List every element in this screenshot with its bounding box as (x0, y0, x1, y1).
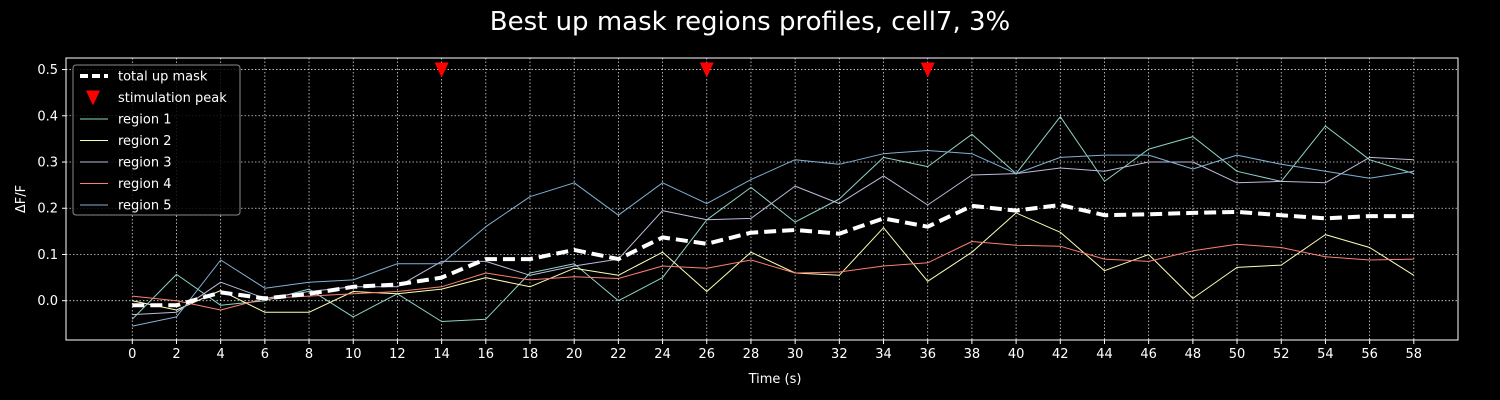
x-tick-label: 42 (1052, 347, 1069, 362)
x-tick-label: 28 (743, 347, 760, 362)
legend-label: region 5 (118, 199, 172, 214)
x-tick-label: 44 (1096, 347, 1113, 362)
y-tick-label: 0.5 (37, 63, 58, 78)
x-axis-label: Time (s) (748, 372, 802, 387)
x-tick-label: 18 (522, 347, 539, 362)
y-tick-label: 0.4 (37, 109, 58, 124)
x-axis: 0 2 4 6 8 10 12 14 16 18 20 22 24 26 28 30 32 34 36 38 40 42 4… (128, 340, 1422, 362)
x-tick-label: 16 (478, 347, 495, 362)
x-tick-label: 22 (610, 347, 627, 362)
x-tick-label: 14 (433, 347, 450, 362)
x-tick-label: 0 (128, 347, 136, 362)
x-tick-label: 6 (261, 347, 269, 362)
x-tick-label: 40 (1008, 347, 1025, 362)
series-line (132, 156, 1414, 316)
x-tick-label: 26 (698, 347, 715, 362)
series-line (131, 116, 1414, 322)
y-tick-label: 0.2 (37, 202, 58, 217)
y-tick-label: 0.1 (37, 248, 58, 263)
stimulation-markers (434, 62, 935, 78)
x-tick-label: 50 (1229, 347, 1246, 362)
x-tick-label: 34 (875, 347, 892, 362)
stimulation-peak-marker (699, 62, 714, 78)
x-tick-label: 52 (1273, 347, 1290, 362)
x-tick-label: 36 (919, 347, 936, 362)
legend-label: region 3 (118, 156, 172, 171)
x-tick-label: 48 (1185, 347, 1202, 362)
legend: total up mask stimulation peak region 1 reg… (72, 64, 241, 216)
y-axis: 0.0 0.1 0.2 0.3 0.4 0.5 (37, 63, 66, 309)
y-axis-label: ΔF/F (14, 185, 29, 213)
y-tick-label: 0.0 (37, 294, 58, 309)
chart-title: Best up mask regions profiles, cell7, 3% (490, 7, 1011, 37)
legend-box (72, 64, 241, 216)
x-tick-label: 30 (787, 347, 804, 362)
x-tick-label: 10 (345, 347, 362, 362)
series-line (132, 212, 1415, 313)
grid (66, 58, 1458, 340)
legend-label: stimulation peak (118, 91, 227, 106)
x-tick-label: 32 (831, 347, 848, 362)
series-line (132, 241, 1414, 311)
x-tick-label: 54 (1317, 347, 1334, 362)
x-tick-label: 8 (305, 347, 313, 362)
series-line (132, 203, 1414, 308)
x-tick-label: 20 (566, 347, 583, 362)
x-tick-label: 46 (1140, 347, 1157, 362)
series-line (132, 150, 1414, 327)
y-tick-label: 0.3 (37, 156, 58, 171)
legend-label: total up mask (118, 70, 208, 85)
x-tick-label: 56 (1361, 347, 1378, 362)
x-tick-label: 24 (654, 347, 671, 362)
legend-label: region 2 (118, 134, 172, 149)
x-tick-label: 2 (172, 347, 180, 362)
x-tick-label: 58 (1406, 347, 1423, 362)
x-tick-label: 4 (217, 347, 225, 362)
plot-series (131, 116, 1415, 327)
legend-marker-swatch (86, 90, 100, 106)
stimulation-peak-marker (920, 62, 935, 78)
x-tick-label: 12 (389, 347, 406, 362)
stimulation-peak-marker (434, 62, 449, 78)
x-tick-label: 38 (964, 347, 981, 362)
legend-label: region 1 (118, 113, 172, 128)
legend-label: region 4 (118, 177, 172, 192)
plot-frame (65, 57, 1459, 341)
